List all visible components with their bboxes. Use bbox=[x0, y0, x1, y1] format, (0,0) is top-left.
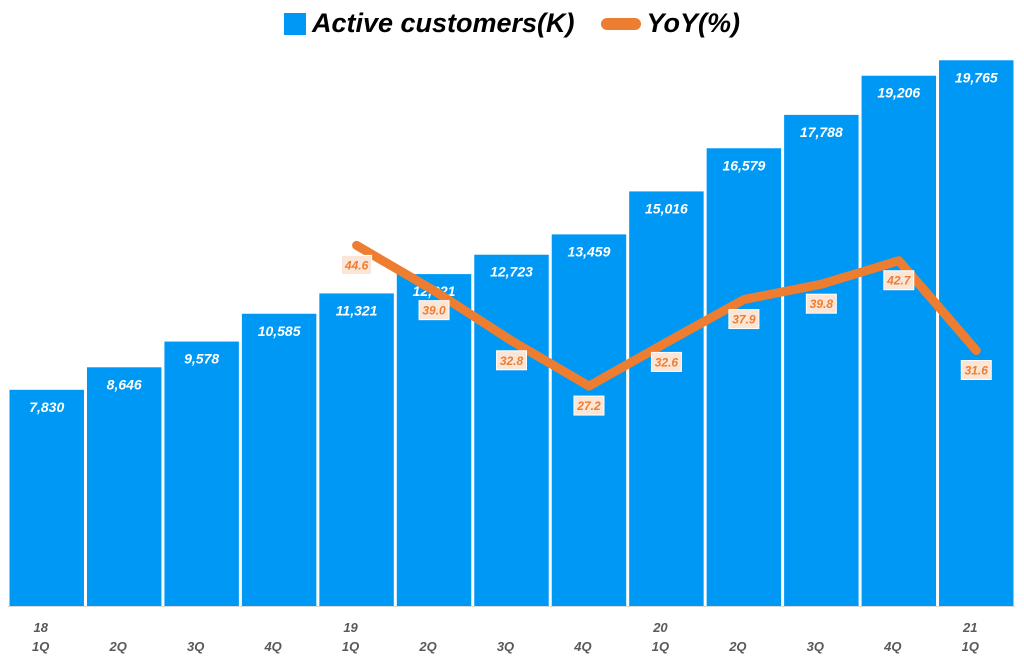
x-tick-label: 2Q bbox=[109, 639, 127, 654]
bar bbox=[861, 75, 937, 606]
bar-data-label: 7,830 bbox=[29, 399, 64, 415]
bar-data-label: 19,765 bbox=[955, 69, 998, 85]
yoy-line bbox=[352, 240, 981, 391]
x-tick-label: 4Q bbox=[573, 639, 591, 654]
legend: Active customers(K) YoY(%) bbox=[0, 8, 1024, 39]
x-tick-year-label: 19 bbox=[343, 620, 358, 635]
x-tick-year-label: 21 bbox=[962, 620, 977, 635]
bar bbox=[629, 191, 704, 606]
bar-data-label: 9,578 bbox=[184, 351, 219, 367]
bar bbox=[164, 341, 239, 606]
x-tick-label: 3Q bbox=[187, 639, 204, 654]
x-tick-label: 2Q bbox=[728, 639, 746, 654]
legend-label-active-customers: Active customers(K) bbox=[311, 8, 575, 38]
bar bbox=[396, 274, 472, 606]
bar-data-label: 19,206 bbox=[877, 85, 920, 101]
bar bbox=[241, 313, 317, 606]
yoy-data-label-box bbox=[573, 395, 605, 416]
x-tick-label: 3Q bbox=[497, 639, 514, 654]
legend-swatch-bar bbox=[283, 12, 306, 35]
yoy-data-label: 39.8 bbox=[810, 297, 834, 311]
x-tick-label: 1Q bbox=[962, 639, 979, 654]
bar bbox=[939, 60, 1014, 607]
yoy-data-label-box bbox=[418, 300, 450, 321]
bar-data-label: 17,788 bbox=[800, 124, 843, 140]
x-tick-label: 1Q bbox=[652, 639, 669, 654]
bar-data-label: 15,016 bbox=[645, 200, 688, 216]
x-tick-label: 4Q bbox=[263, 639, 281, 654]
bar-data-label: 12,723 bbox=[490, 264, 533, 280]
yoy-data-label-box bbox=[960, 359, 992, 380]
legend-label-yoy: YoY(%) bbox=[646, 8, 741, 38]
bar bbox=[551, 234, 627, 606]
yoy-data-label: 32.8 bbox=[500, 354, 524, 368]
yoy-data-label-box bbox=[650, 351, 682, 372]
legend-entry-yoy: YoY(%) bbox=[600, 8, 741, 39]
x-tick-year-label: 20 bbox=[652, 620, 668, 635]
yoy-data-label-box bbox=[341, 254, 373, 275]
yoy-data-label: 37.9 bbox=[732, 313, 756, 327]
yoy-data-label: 32.6 bbox=[655, 355, 679, 369]
legend-swatch-line bbox=[600, 17, 641, 30]
bar-data-label: 11,321 bbox=[336, 302, 378, 318]
bar-data-label: 13,459 bbox=[568, 243, 611, 259]
bar bbox=[319, 293, 394, 606]
bar bbox=[706, 148, 782, 606]
yoy-data-label: 31.6 bbox=[965, 363, 989, 377]
yoy-data-label-box bbox=[728, 309, 760, 330]
yoy-data-label: 27.2 bbox=[576, 399, 601, 413]
x-tick-label: 1Q bbox=[342, 639, 359, 654]
yoy-data-label-box bbox=[805, 293, 837, 314]
bar-data-label: 8,646 bbox=[107, 376, 142, 392]
yoy-data-label-box bbox=[496, 350, 527, 371]
x-tick-label: 1Q bbox=[32, 639, 49, 654]
yoy-data-label-box bbox=[883, 270, 915, 291]
bar bbox=[474, 254, 549, 606]
bar-data-label: 10,585 bbox=[258, 323, 301, 339]
yoy-data-label: 44.6 bbox=[344, 258, 369, 272]
x-tick-year-label: 18 bbox=[33, 620, 48, 635]
bar-data-label: 16,579 bbox=[722, 157, 765, 173]
bar bbox=[9, 389, 84, 606]
yoy-data-label: 42.7 bbox=[886, 274, 912, 288]
bar bbox=[784, 114, 859, 606]
x-tick-label: 4Q bbox=[883, 639, 901, 654]
yoy-data-label: 39.0 bbox=[422, 304, 446, 318]
x-tick-label: 2Q bbox=[418, 639, 436, 654]
bar bbox=[86, 367, 162, 606]
legend-entry-active-customers: Active customers(K) bbox=[283, 8, 575, 39]
x-tick-label: 3Q bbox=[807, 639, 824, 654]
